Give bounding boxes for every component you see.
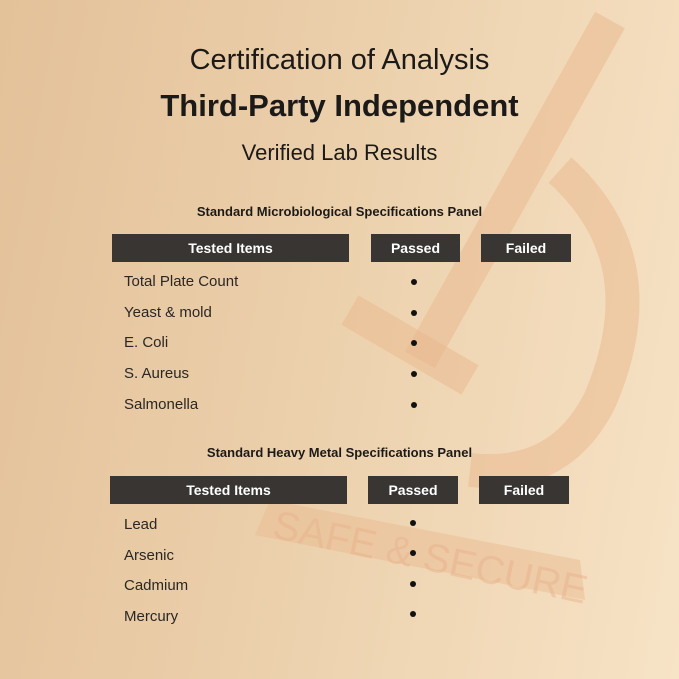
- table-row-item: Arsenic: [124, 547, 175, 564]
- panel-title: Standard Heavy Metal Specifications Pane…: [206, 445, 473, 460]
- page-tagline: Verified Lab Results: [241, 140, 438, 165]
- column-header-tested-items: Tested Items: [112, 234, 349, 262]
- table-row-item: Mercury: [124, 608, 179, 625]
- page-title: Certification of Analysis: [189, 44, 490, 76]
- table-row-item: S. Aureus: [124, 365, 190, 382]
- page-subtitle: Third-Party Independent: [160, 88, 519, 123]
- passed-dot-icon: [411, 340, 417, 346]
- passed-dot-icon: [411, 310, 417, 316]
- passed-dot-icon: [411, 279, 417, 285]
- passed-dot-icon: [411, 371, 417, 377]
- table-row-item: Total Plate Count: [124, 273, 239, 290]
- passed-dot-icon: [410, 550, 416, 556]
- table-row-item: Yeast & mold: [124, 304, 212, 321]
- column-header-failed: Failed: [479, 476, 569, 504]
- column-header-passed: Passed: [368, 476, 458, 504]
- column-header-passed: Passed: [371, 234, 460, 262]
- table-row-item: Salmonella: [124, 396, 199, 413]
- table-row-item: Lead: [124, 516, 158, 533]
- table-row-item: Cadmium: [124, 577, 189, 594]
- passed-dot-icon: [410, 520, 416, 526]
- column-header-tested-items: Tested Items: [110, 476, 347, 504]
- passed-dot-icon: [411, 402, 417, 408]
- passed-dot-icon: [410, 581, 416, 587]
- passed-dot-icon: [410, 611, 416, 617]
- table-row-item: E. Coli: [124, 334, 169, 351]
- column-header-failed: Failed: [481, 234, 571, 262]
- panel-title: Standard Microbiological Specifications …: [196, 204, 483, 219]
